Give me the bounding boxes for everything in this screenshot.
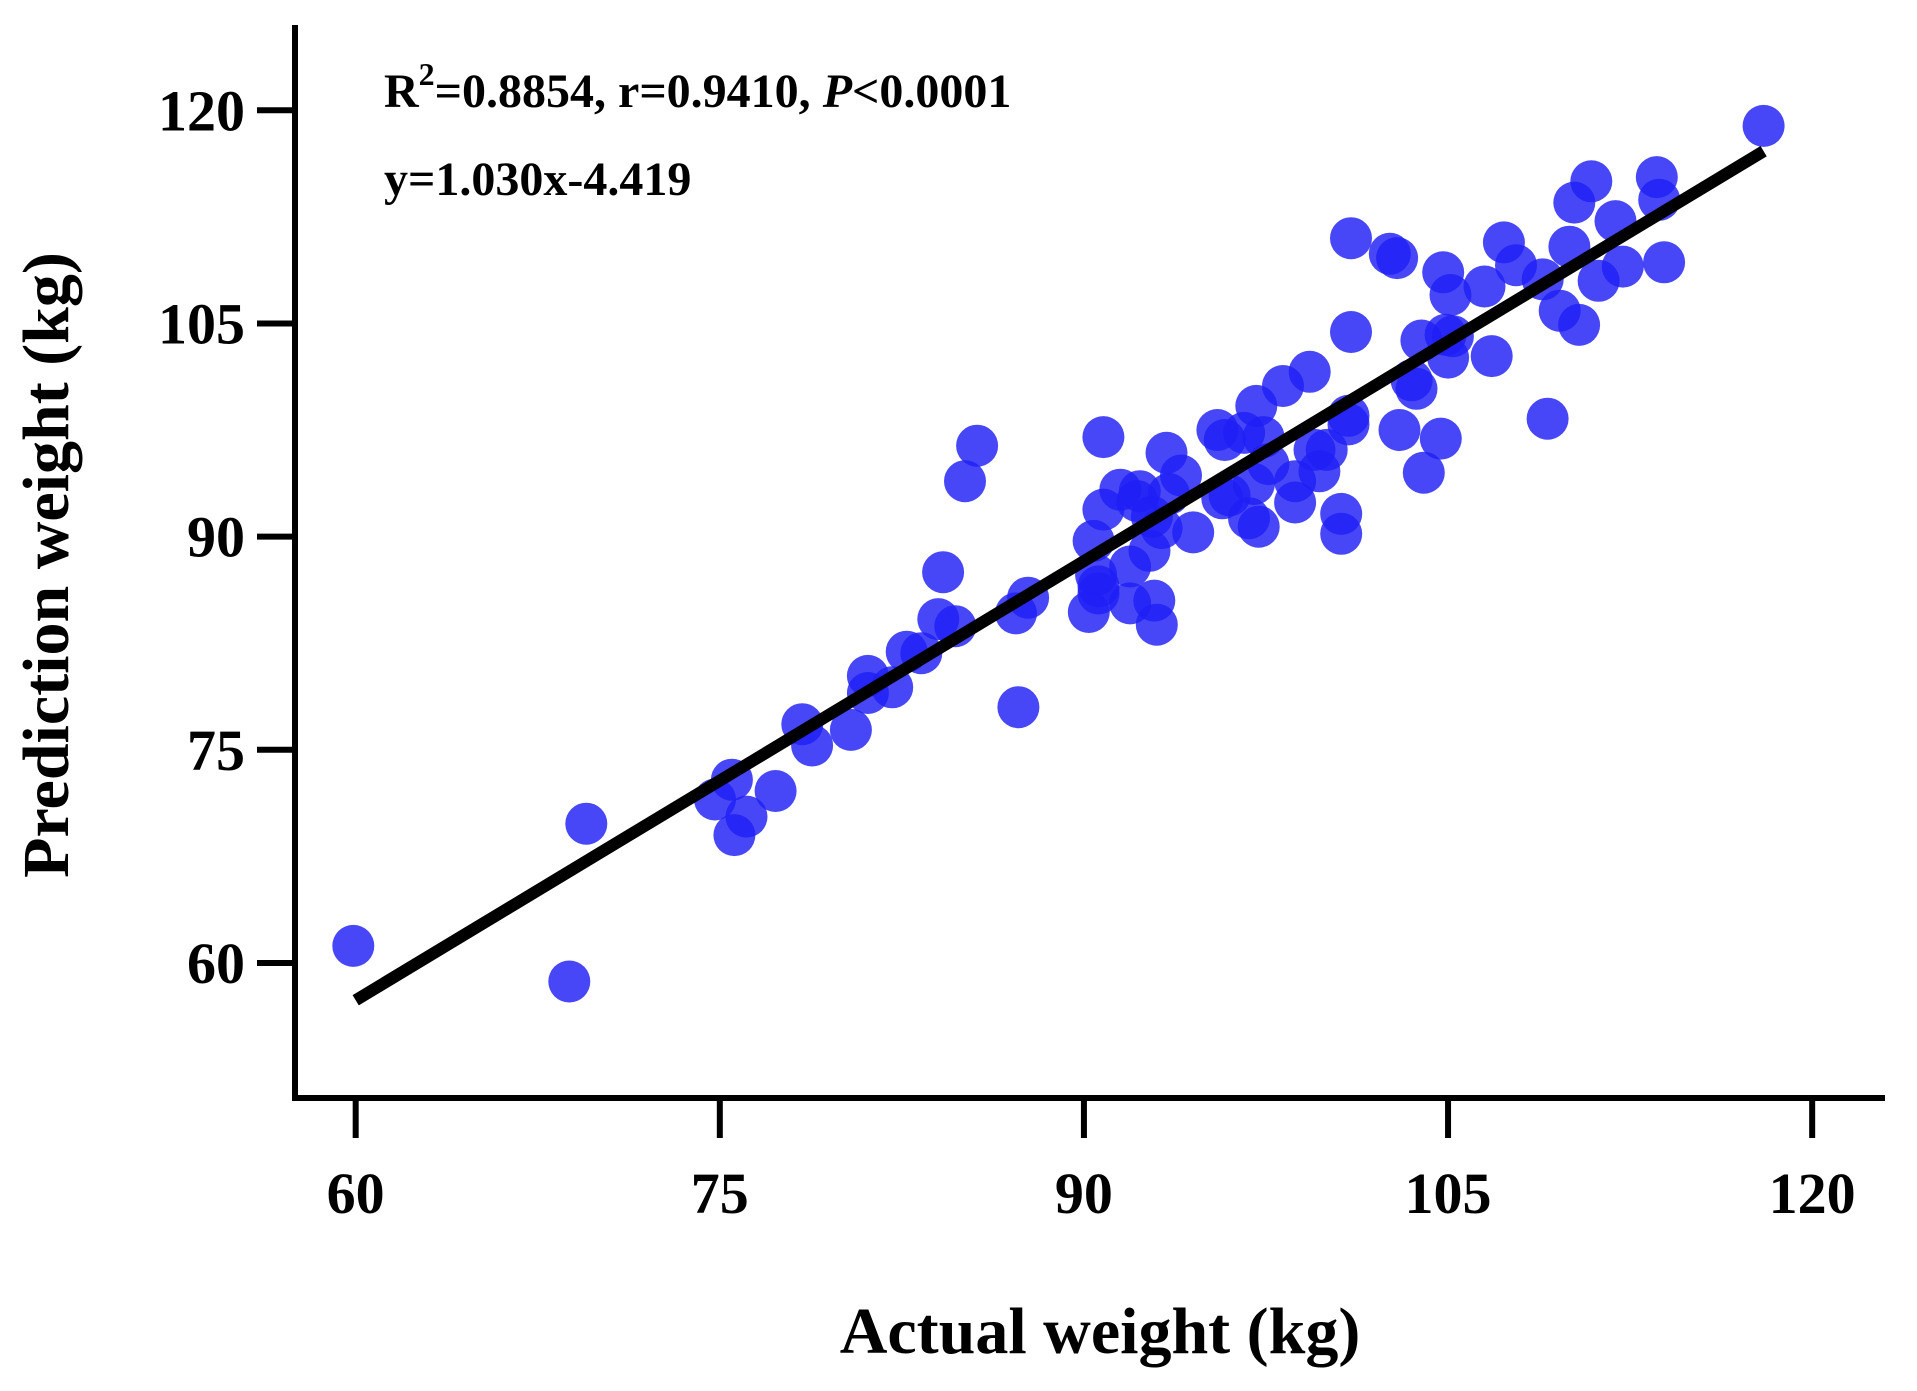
data-point <box>1742 104 1785 147</box>
y-tick-label: 60 <box>187 931 245 996</box>
y-axis-title: Prediction weight (kg) <box>10 252 83 878</box>
data-point <box>1395 367 1438 410</box>
data-point <box>1330 217 1372 260</box>
stats-annotation: R2=0.8854, r=0.9410, P<0.0001 <box>384 56 1011 118</box>
data-point <box>1570 160 1613 203</box>
y-tick-label: 75 <box>187 718 245 783</box>
regression-equation: y=1.030x-4.419 <box>384 153 691 206</box>
data-point <box>1419 417 1462 460</box>
x-tick-label: 105 <box>1405 1161 1492 1226</box>
axes <box>257 25 1885 1138</box>
x-tick-label: 60 <box>327 1161 385 1226</box>
data-point <box>1558 303 1601 346</box>
x-tick-label: 120 <box>1769 1161 1856 1226</box>
data-point <box>1526 397 1569 440</box>
r2-superscript: 2 <box>419 56 435 92</box>
data-point <box>548 960 591 1003</box>
data-point <box>1378 409 1421 451</box>
r2-label: R <box>384 65 420 118</box>
y-tick-label: 120 <box>158 78 245 143</box>
y-tick-label: 90 <box>187 505 245 570</box>
data-point <box>1402 451 1445 494</box>
data-point <box>1463 265 1506 308</box>
data-point <box>1135 603 1178 646</box>
data-point <box>1643 241 1686 284</box>
data-point <box>1274 481 1317 524</box>
x-tick-label: 90 <box>1055 1161 1113 1226</box>
data-point <box>956 424 999 467</box>
regression-line <box>352 146 1767 1006</box>
data-point <box>1376 237 1419 280</box>
r2-values: =0.8854, r=0.9410, <box>435 65 823 118</box>
data-point <box>1082 416 1125 459</box>
data-point <box>1320 512 1363 555</box>
x-axis-title: Actual weight (kg) <box>840 1295 1361 1368</box>
data-point <box>1160 454 1202 497</box>
data-point <box>922 551 965 594</box>
data-point <box>332 924 375 967</box>
tick-labels: 60 75 90 105 120 60 75 90 105 120 <box>158 78 1856 1226</box>
data-point <box>1601 245 1644 288</box>
regression-line-group <box>352 146 1767 1006</box>
data-point <box>1470 335 1513 378</box>
data-point <box>1237 505 1280 548</box>
x-tick-label: 75 <box>691 1161 749 1226</box>
data-point <box>1330 311 1372 353</box>
data-point <box>725 795 768 838</box>
data-point <box>754 770 797 812</box>
data-point <box>1172 511 1215 554</box>
data-point <box>1429 274 1472 316</box>
data-point <box>565 802 608 845</box>
data-point <box>1077 572 1120 615</box>
y-tick-label: 105 <box>158 291 245 356</box>
p-value: <0.0001 <box>852 65 1011 118</box>
p-label: P <box>822 65 853 118</box>
data-point <box>1288 350 1331 393</box>
data-point <box>944 460 986 503</box>
data-point <box>829 708 872 751</box>
data-point <box>997 686 1040 729</box>
